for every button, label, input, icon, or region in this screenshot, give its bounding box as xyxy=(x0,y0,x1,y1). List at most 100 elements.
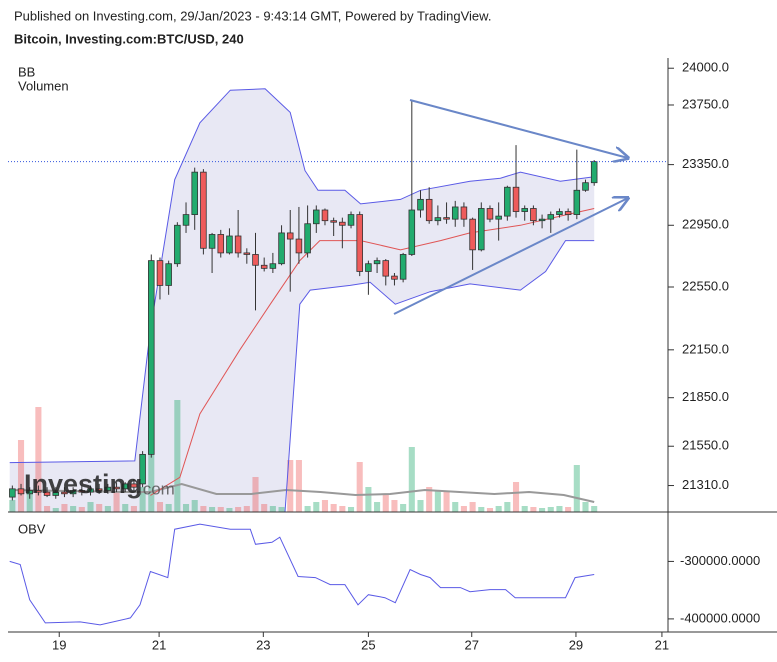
volume-bar xyxy=(17,440,25,512)
candle-body xyxy=(61,491,68,495)
candle-body xyxy=(139,453,146,485)
volume-bar xyxy=(400,504,407,512)
volume-bar xyxy=(174,400,181,512)
volume-bar xyxy=(547,507,554,512)
y-tick-label: 21310.0 xyxy=(682,477,729,492)
candle-body xyxy=(538,218,546,222)
volume-bar xyxy=(217,507,224,512)
volume-bar xyxy=(35,407,42,512)
volume-bar xyxy=(486,508,494,512)
volume-bar xyxy=(460,506,467,512)
y-tick-label: 23350.0 xyxy=(682,156,729,171)
price-pane xyxy=(8,88,668,512)
volume-ma xyxy=(9,482,595,503)
candle-body xyxy=(408,209,416,255)
candle-body xyxy=(304,223,311,254)
candle-body xyxy=(495,215,502,220)
candle-body xyxy=(556,211,563,215)
candle-body xyxy=(35,490,42,493)
volume-bar xyxy=(434,490,441,512)
bb-lower xyxy=(284,240,595,512)
volume-bar xyxy=(382,494,389,512)
x-tick-label: 23 xyxy=(256,637,270,652)
volume-bar xyxy=(235,507,242,512)
x-tick-label: 29 xyxy=(569,637,583,652)
indicator-label: BB xyxy=(18,64,35,79)
trend-line xyxy=(393,198,628,315)
volume-bar xyxy=(156,502,164,512)
candle-body xyxy=(260,264,268,269)
candle-body xyxy=(504,186,511,217)
y-tick-label: 21850.0 xyxy=(682,389,729,404)
volume-bar xyxy=(243,506,250,512)
volume-bar xyxy=(573,465,580,512)
volume-bar xyxy=(44,506,51,512)
volume-bar xyxy=(495,506,502,512)
volume-bar xyxy=(287,460,294,512)
candle-body xyxy=(156,260,164,286)
volume-bar xyxy=(209,507,216,512)
volume-bar xyxy=(191,500,198,512)
volume-bar xyxy=(321,500,329,512)
candle-body xyxy=(313,209,320,225)
volume-bar xyxy=(391,500,398,512)
candle-body xyxy=(43,491,51,496)
y-tick-label: 22550.0 xyxy=(682,278,729,293)
candle-body xyxy=(252,254,259,266)
volume-bar xyxy=(313,502,320,512)
volume-bar xyxy=(278,507,285,512)
candle-body xyxy=(95,488,103,491)
volume-bar xyxy=(452,502,459,512)
candle-body xyxy=(339,221,346,226)
volume-bar xyxy=(347,507,355,512)
volume-bar xyxy=(200,506,207,512)
candle-body xyxy=(425,198,433,222)
obv-tick-label: -300000.0000 xyxy=(680,553,760,568)
watermark-suffix: .com xyxy=(138,479,175,498)
x-tick-label: 19 xyxy=(52,637,66,652)
volume-bar xyxy=(226,508,233,512)
candle-body xyxy=(356,214,363,272)
volume-bar xyxy=(87,502,94,512)
volume-bar xyxy=(565,507,572,512)
candle-body xyxy=(478,208,485,251)
candle-body xyxy=(200,171,207,249)
volume-bar xyxy=(122,504,129,512)
volume-bar xyxy=(539,508,546,512)
bb-upper xyxy=(9,88,595,464)
volume-bar xyxy=(269,506,276,512)
volume-bar xyxy=(78,507,85,512)
volume-bar xyxy=(365,487,372,512)
candle-body xyxy=(399,254,407,280)
candle-body xyxy=(234,235,242,254)
candle-body xyxy=(321,209,329,222)
indicator-label: Volumen xyxy=(18,78,69,93)
candle-body xyxy=(52,491,60,496)
candle-body xyxy=(9,488,16,498)
candle-body xyxy=(434,217,442,222)
candle-body xyxy=(165,263,172,286)
candle-body xyxy=(17,488,25,495)
x-tick-label: 25 xyxy=(361,637,375,652)
candle-body xyxy=(208,234,216,249)
obv-pane xyxy=(9,523,595,626)
candle-body xyxy=(269,263,277,269)
volume-bar xyxy=(374,502,381,512)
candle-body xyxy=(486,208,494,220)
candle-body xyxy=(130,483,138,488)
volume-bar xyxy=(426,487,433,512)
candle-body xyxy=(182,214,190,226)
candle-body xyxy=(226,235,233,254)
y-tick-label: 22950.0 xyxy=(682,217,729,232)
watermark: Investing .com xyxy=(24,469,175,499)
candle-body xyxy=(417,198,424,211)
obv-tick-label: -400000.0000 xyxy=(680,610,760,625)
volume-bar xyxy=(52,508,59,512)
volume-bar xyxy=(478,507,485,512)
candle-body xyxy=(365,263,372,272)
candle-body xyxy=(382,260,390,277)
volume-bar xyxy=(591,506,598,512)
candle-body xyxy=(26,490,33,495)
candle-body xyxy=(78,490,86,493)
